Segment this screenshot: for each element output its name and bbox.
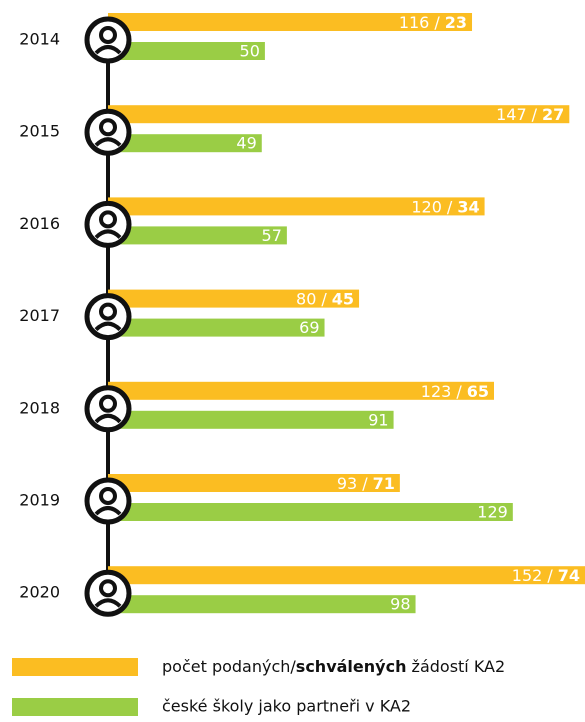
value-label: 123/ 65 bbox=[421, 381, 489, 400]
approved-label: 74 bbox=[558, 566, 580, 585]
icon-head bbox=[99, 487, 117, 505]
separator: / bbox=[532, 105, 538, 124]
icon-body bbox=[94, 45, 122, 55]
approved-label: 71 bbox=[373, 474, 395, 493]
approved-label: 34 bbox=[457, 197, 479, 216]
value-label: 57 bbox=[262, 226, 282, 245]
icon-head bbox=[99, 394, 117, 413]
bar bbox=[108, 42, 265, 60]
bar bbox=[108, 289, 360, 308]
bar bbox=[108, 134, 262, 153]
person-icon bbox=[84, 16, 132, 64]
value-label: 129 bbox=[477, 503, 508, 522]
icon-body bbox=[94, 229, 122, 239]
year-label: 2016 bbox=[19, 214, 60, 233]
bar bbox=[108, 105, 570, 124]
legend-swatch bbox=[12, 658, 138, 676]
year-label: 2017 bbox=[19, 306, 60, 325]
approved-label: 27 bbox=[542, 105, 564, 124]
legend-label: počet podaných/schválených žádostí KA2 bbox=[162, 657, 505, 676]
bar bbox=[108, 566, 585, 585]
person-icon bbox=[84, 477, 132, 525]
value-label: 147 /27 bbox=[496, 105, 564, 124]
year-label: 2020 bbox=[19, 583, 60, 602]
icon-body bbox=[94, 321, 122, 332]
bar bbox=[108, 226, 287, 245]
bar bbox=[108, 410, 394, 429]
icon-head bbox=[99, 579, 117, 598]
icon-body bbox=[94, 598, 122, 608]
bar bbox=[108, 13, 473, 31]
icon-head bbox=[99, 210, 117, 229]
legend-text: počet podaných/ bbox=[162, 657, 296, 676]
value-label: 50 bbox=[240, 42, 260, 61]
approved-label: 65 bbox=[467, 381, 489, 400]
approved-label: 23 bbox=[445, 13, 467, 32]
approved-label: 45 bbox=[332, 289, 354, 308]
value-label: 49 bbox=[236, 134, 256, 153]
person-icon bbox=[84, 108, 132, 156]
value-label: 80 / 45 bbox=[296, 289, 354, 308]
icon-head bbox=[99, 26, 117, 44]
bar bbox=[108, 197, 485, 216]
year-label: 2018 bbox=[19, 398, 60, 417]
icon-body bbox=[94, 506, 122, 516]
separator: / bbox=[547, 566, 553, 585]
bar bbox=[108, 595, 416, 614]
value-label: 98 bbox=[390, 595, 410, 614]
legend-text: žádostí KA2 bbox=[406, 657, 505, 676]
separator: / bbox=[434, 13, 440, 32]
icon-head bbox=[99, 302, 117, 321]
submitted-label: 152 bbox=[512, 566, 543, 585]
bar bbox=[108, 381, 494, 400]
separator: / bbox=[362, 474, 368, 493]
person-icon bbox=[84, 385, 132, 433]
legend-label: české školy jako partneři v KA2 bbox=[162, 697, 411, 716]
icon-head bbox=[99, 118, 117, 137]
legend-swatch bbox=[12, 698, 138, 716]
submitted-label: 93 bbox=[337, 474, 357, 493]
value-label: 120 /34 bbox=[411, 197, 479, 216]
icon-body bbox=[94, 413, 122, 424]
legend-emphasis: schválených bbox=[296, 657, 407, 676]
value-label: 91 bbox=[368, 410, 388, 429]
value-label: 152/ 74 bbox=[512, 566, 580, 585]
person-icon bbox=[84, 569, 132, 617]
year-label: 2014 bbox=[19, 30, 60, 49]
value-label: 93 / 71 bbox=[337, 474, 395, 493]
submitted-label: 123 bbox=[421, 381, 452, 400]
value-label: 116/ 23 bbox=[399, 13, 467, 32]
submitted-label: 80 bbox=[296, 289, 316, 308]
separator: / bbox=[447, 197, 453, 216]
year-label: 2019 bbox=[19, 491, 60, 510]
icon-body bbox=[94, 137, 122, 147]
separator: / bbox=[321, 289, 327, 308]
value-label: 69 bbox=[299, 318, 319, 337]
bar bbox=[108, 474, 400, 492]
person-icon bbox=[84, 293, 132, 341]
submitted-label: 116 bbox=[399, 13, 430, 32]
separator: / bbox=[456, 381, 462, 400]
bar bbox=[108, 318, 325, 337]
bar bbox=[108, 503, 513, 521]
year-label: 2015 bbox=[19, 122, 60, 141]
submitted-label: 120 bbox=[411, 197, 442, 216]
person-icon bbox=[84, 200, 132, 248]
submitted-label: 147 bbox=[496, 105, 527, 124]
